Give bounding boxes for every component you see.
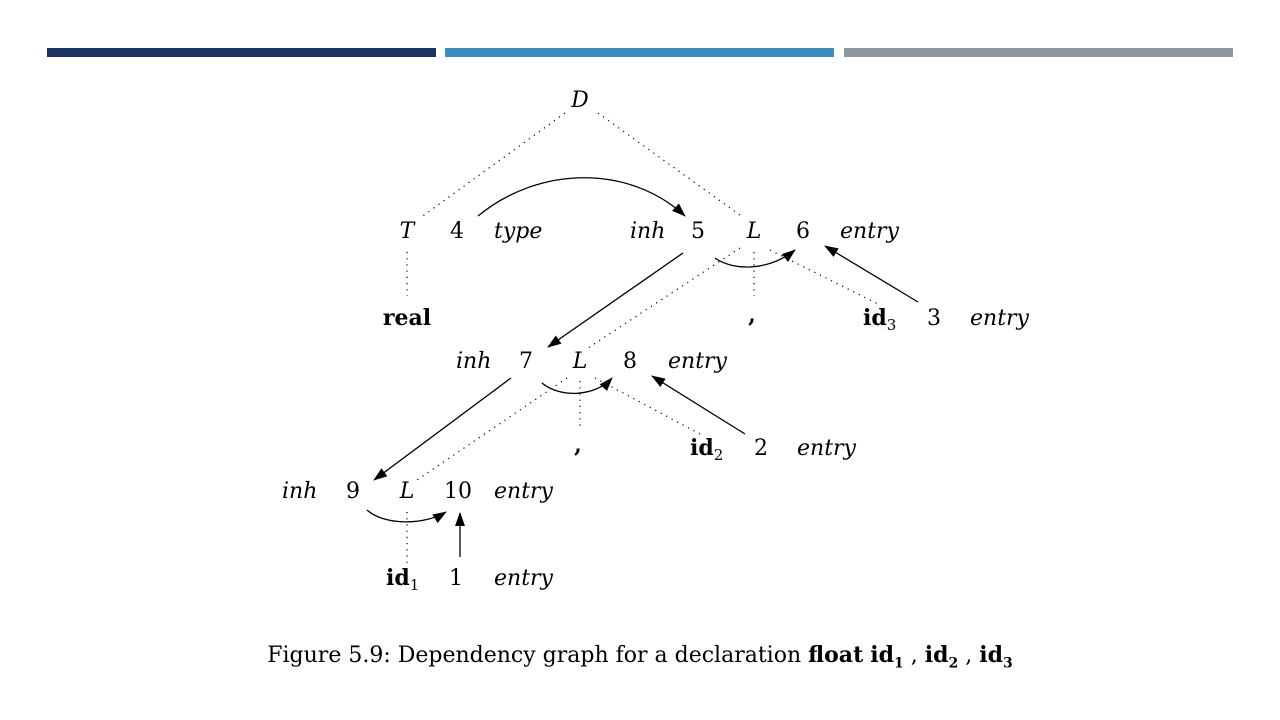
terminal-id3: id3 <box>863 305 896 334</box>
attr-entry-10: entry <box>494 479 554 504</box>
terminal-real: real <box>383 305 431 331</box>
node-number-9: 9 <box>346 479 360 504</box>
node-number-1: 1 <box>449 566 463 591</box>
node-number-6: 6 <box>796 219 810 244</box>
node-number-8: 8 <box>623 349 637 374</box>
node-L-middle: L <box>572 349 588 374</box>
node-number-3: 3 <box>927 306 941 331</box>
caption-sep-2: , <box>965 643 973 668</box>
caption-id2: id2 <box>924 642 959 672</box>
node-number-5: 5 <box>691 219 705 244</box>
caption-id1: id1 <box>870 642 904 672</box>
attr-inh-9: inh <box>282 479 317 504</box>
terminal-id2: id2 <box>690 435 723 464</box>
attr-entry-1: entry <box>494 566 554 591</box>
attr-inh-7: inh <box>456 349 491 374</box>
figure-caption: Figure 5.9: Dependency graph for a decla… <box>0 642 1280 671</box>
attr-entry-2: entry <box>797 436 857 461</box>
attr-entry-8: entry <box>668 349 728 374</box>
node-number-4: 4 <box>450 219 464 244</box>
attr-inh-5: inh <box>630 219 665 244</box>
header-bar-gray <box>844 48 1233 57</box>
caption-prefix: Figure 5.9: Dependency graph for a decla… <box>267 643 802 668</box>
attr-type: type <box>494 219 542 244</box>
node-number-7: 7 <box>519 349 533 374</box>
header-bar-blue <box>445 48 834 57</box>
node-L-bottom: L <box>399 479 415 504</box>
attr-entry-3: entry <box>970 306 1030 331</box>
attr-entry-6: entry <box>840 219 900 244</box>
node-D: D <box>570 88 589 113</box>
terminal-comma-middle: , <box>574 432 582 458</box>
header-bar-dark <box>47 48 436 57</box>
terminal-comma-top: , <box>748 302 756 328</box>
node-number-2: 2 <box>754 436 768 461</box>
dependency-edges <box>366 177 919 557</box>
parse-tree-edges <box>406 112 881 563</box>
node-T: T <box>400 219 417 244</box>
node-L-top: L <box>746 219 762 244</box>
node-number-10: 10 <box>444 479 472 504</box>
caption-id3: id3 <box>979 642 1013 672</box>
caption-sep-1: , <box>910 643 918 668</box>
terminal-id1: id1 <box>386 565 419 594</box>
caption-keyword: float <box>808 642 864 668</box>
